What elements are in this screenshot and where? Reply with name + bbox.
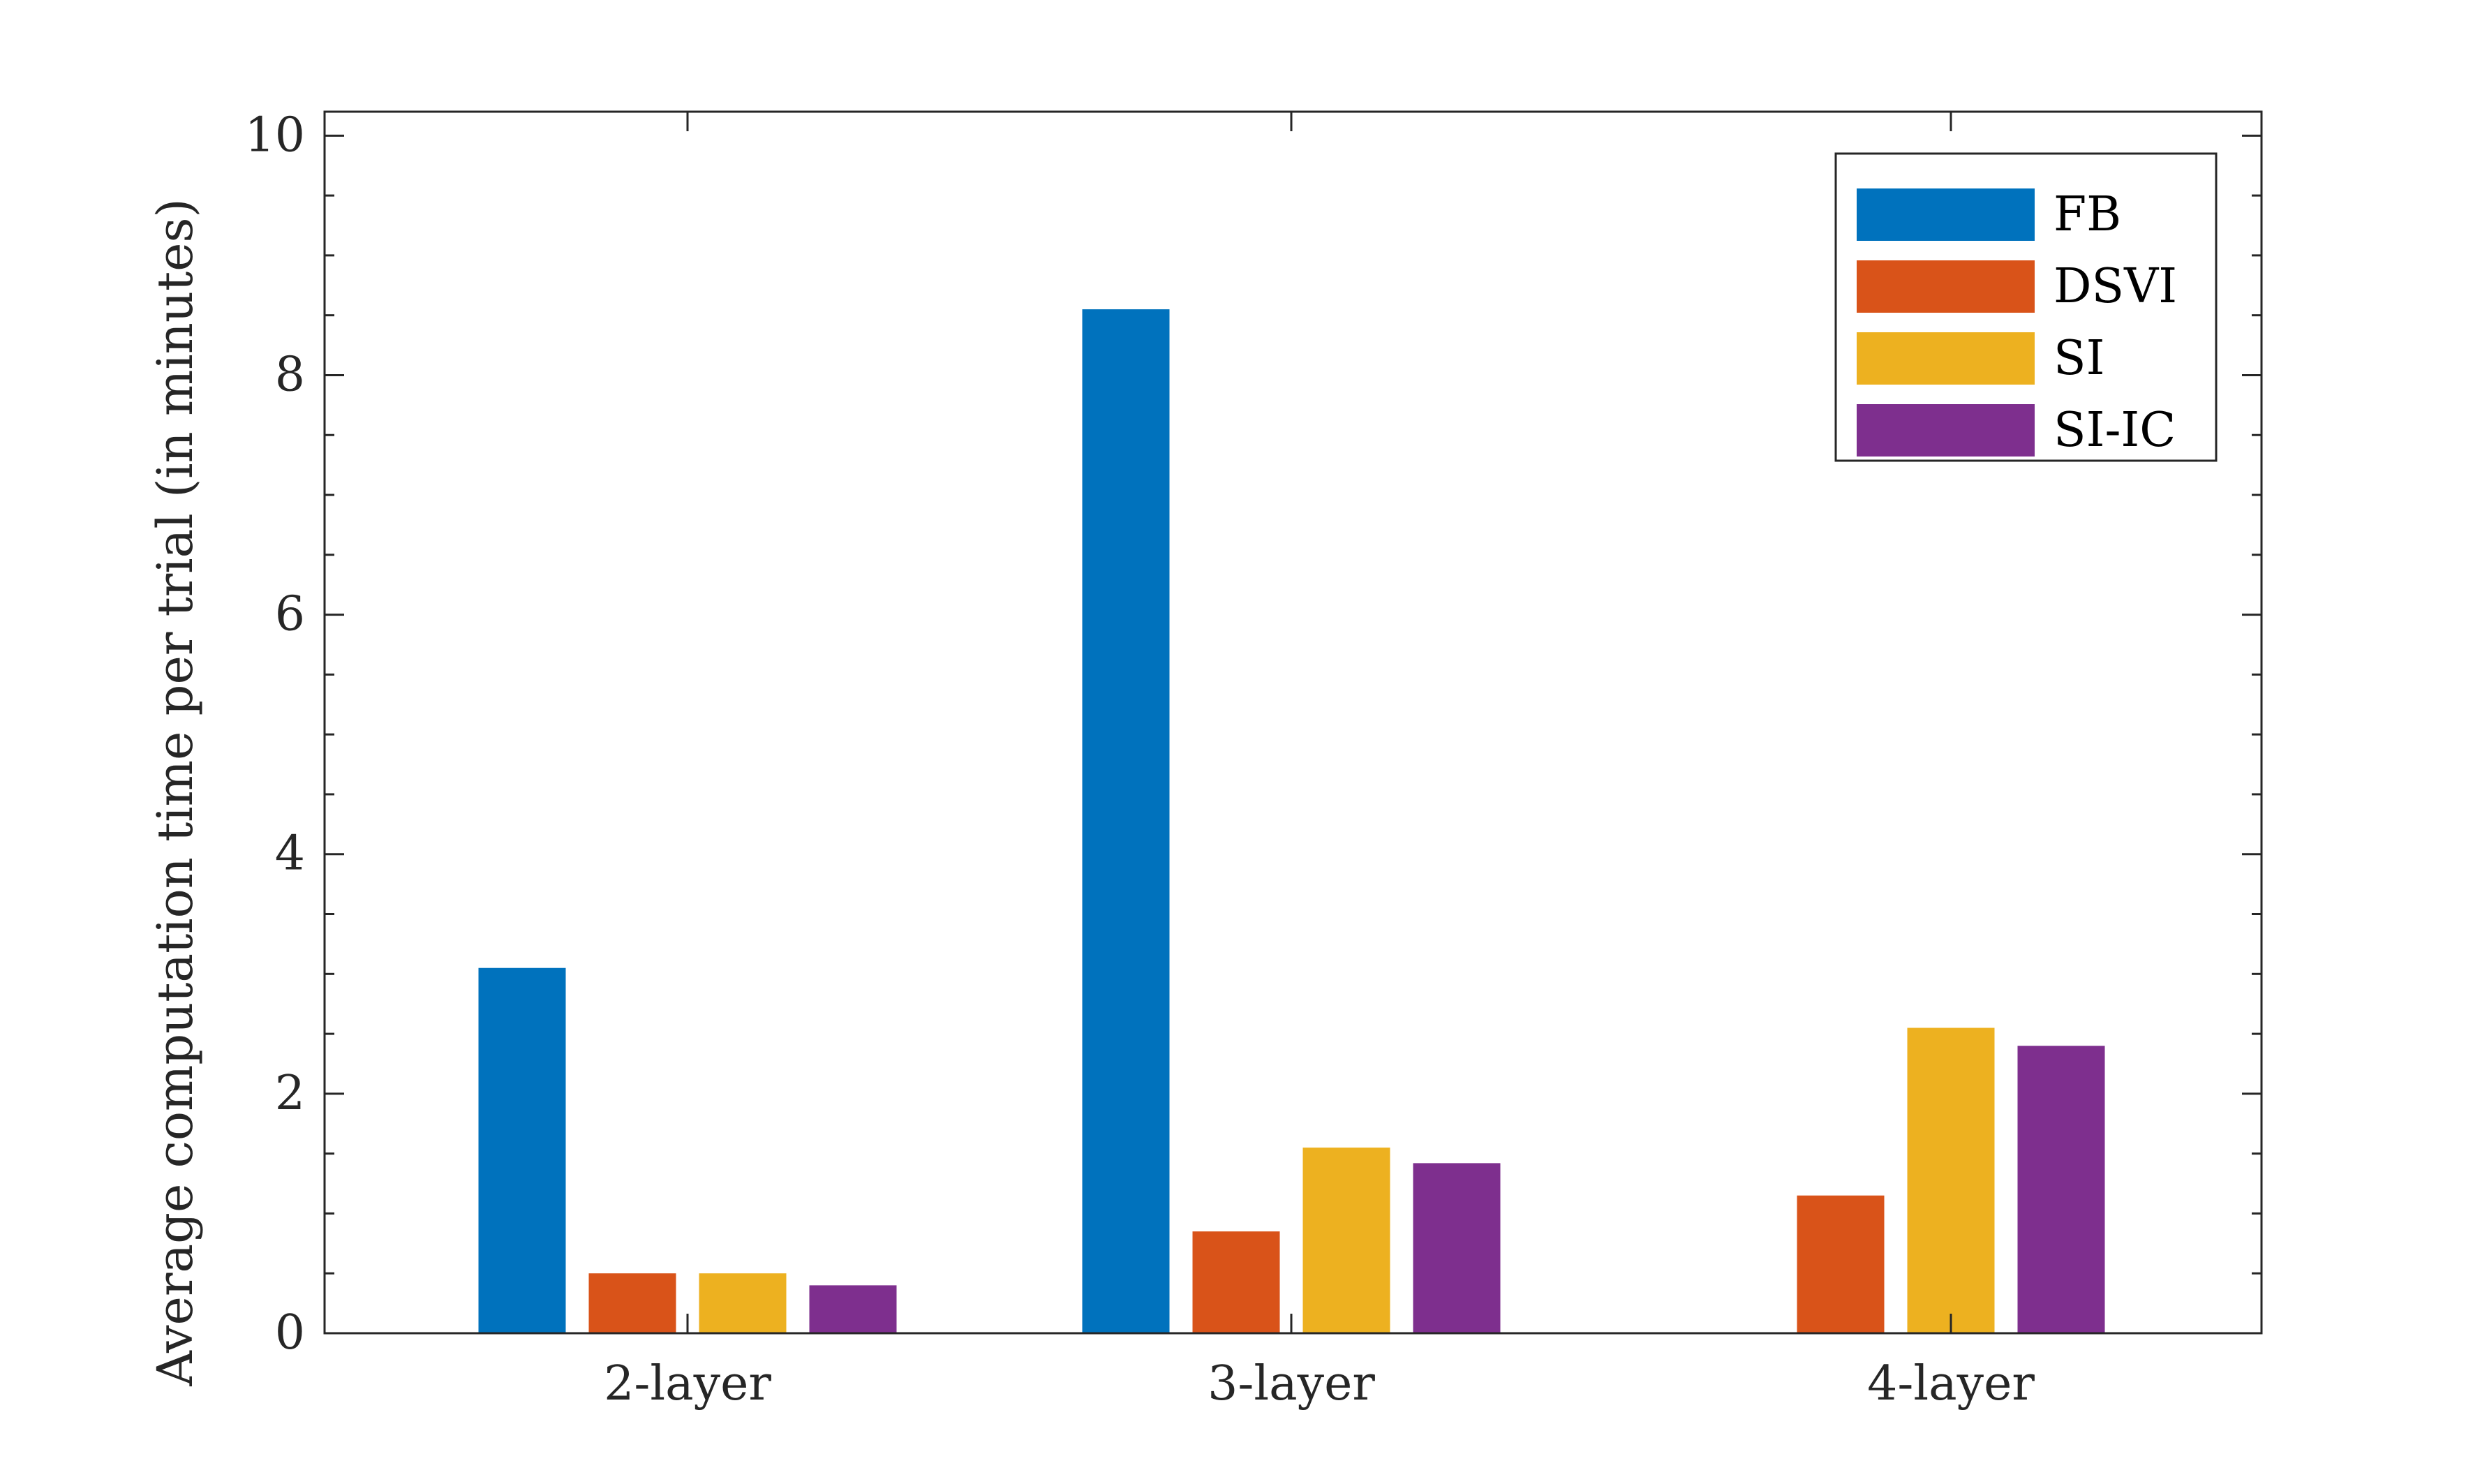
bar-fb-2-layer (478, 967, 566, 1333)
legend-label-dsvi: DSVI (2054, 259, 2177, 314)
x-tick-label: 3-layer (1208, 1356, 1375, 1411)
bar-si-ic-3-layer (1413, 1163, 1501, 1333)
bar-fb-3-layer (1082, 309, 1170, 1333)
y-tick-label: 2 (275, 1066, 305, 1121)
legend-label-si-ic: SI-IC (2054, 403, 2176, 458)
y-tick-label: 0 (275, 1305, 305, 1360)
y-tick-label: 10 (244, 107, 305, 163)
bar-si-ic-2-layer (809, 1285, 897, 1333)
bar-dsvi-4-layer (1797, 1195, 1885, 1333)
y-tick-label: 8 (275, 347, 305, 402)
bar-dsvi-2-layer (588, 1273, 676, 1333)
y-axis-title: Average computation time per trial (in m… (147, 198, 204, 1386)
bars-group (478, 309, 2105, 1333)
bar-si-ic-4-layer (2017, 1046, 2105, 1333)
y-tick-label: 6 (275, 587, 305, 642)
tick-labels-group: 0 2 4 6 8 10 2-layer 3-layer 4-layer (244, 107, 2035, 1411)
bar-si-2-layer (699, 1273, 787, 1333)
bar-dsvi-3-layer (1192, 1231, 1280, 1333)
legend-swatch-si-ic (1857, 404, 2035, 457)
bar-si-4-layer (1907, 1027, 1995, 1333)
legend-swatch-fb (1857, 188, 2035, 241)
x-tick-label: 4-layer (1867, 1356, 2035, 1411)
axes-group (323, 110, 2263, 1335)
y-tick-label: 4 (275, 826, 305, 882)
plot-area-frame (323, 110, 2263, 1335)
ticks-group (325, 112, 2262, 1335)
legend-label-si: SI (2054, 331, 2104, 386)
bar-si-3-layer (1302, 1148, 1390, 1333)
legend-swatch-si (1857, 332, 2035, 385)
x-tick-label: 2-layer (604, 1356, 771, 1411)
legend: FB DSVI SI SI-IC (1834, 152, 2218, 462)
legend-swatch-dsvi (1857, 260, 2035, 313)
legend-label-fb: FB (2054, 187, 2121, 242)
